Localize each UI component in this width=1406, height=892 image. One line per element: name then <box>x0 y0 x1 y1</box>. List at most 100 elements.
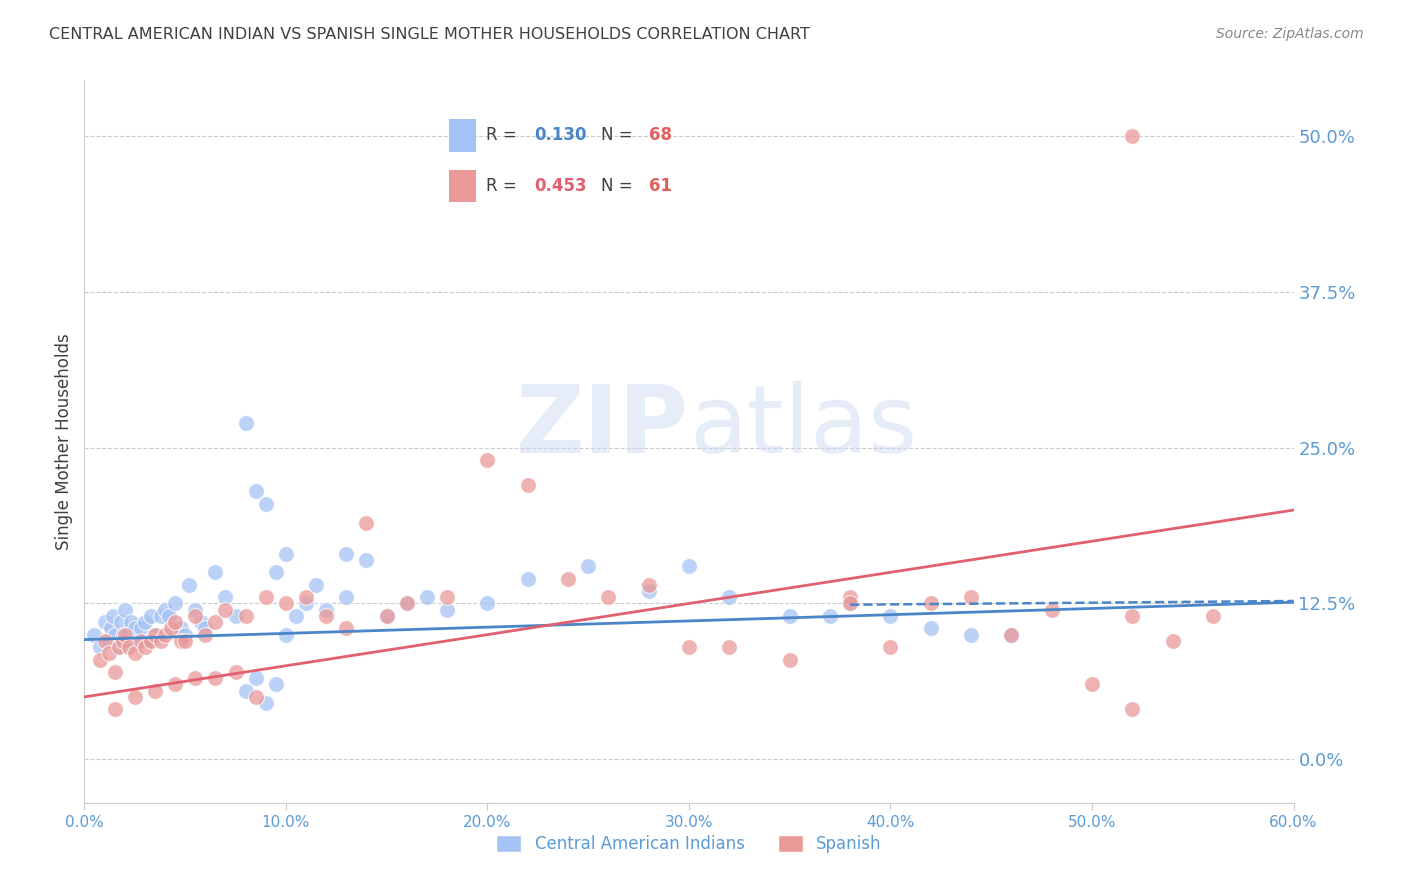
Point <box>204 566 226 580</box>
Point <box>153 603 176 617</box>
Point <box>165 615 187 630</box>
Point <box>598 591 620 605</box>
Point <box>356 516 378 530</box>
Point <box>637 584 659 599</box>
Point <box>149 609 172 624</box>
Point <box>305 578 328 592</box>
Point <box>104 627 127 641</box>
Point <box>335 621 357 635</box>
Point <box>93 615 115 630</box>
Point <box>678 559 700 574</box>
Point <box>477 453 499 467</box>
Point <box>128 633 150 648</box>
Point <box>245 690 267 704</box>
Point <box>839 591 862 605</box>
Point <box>204 615 226 630</box>
Point <box>104 665 127 679</box>
Point <box>274 627 297 641</box>
Point <box>960 591 983 605</box>
Point <box>356 553 378 567</box>
Point <box>194 621 217 635</box>
Point <box>143 627 166 641</box>
Point <box>93 633 115 648</box>
Point <box>124 621 146 635</box>
Point <box>839 597 862 611</box>
Point <box>118 640 141 654</box>
Point <box>576 559 599 574</box>
Point <box>118 633 141 648</box>
Point <box>101 609 124 624</box>
Point <box>134 640 156 654</box>
Point <box>114 603 136 617</box>
Point <box>138 633 160 648</box>
Point <box>179 578 201 592</box>
Point <box>315 603 337 617</box>
Point <box>174 633 197 648</box>
Point <box>718 591 741 605</box>
Point <box>225 665 247 679</box>
Point <box>157 609 180 624</box>
Point <box>204 671 226 685</box>
Point <box>124 646 146 660</box>
Point <box>254 591 277 605</box>
Point <box>285 609 308 624</box>
Point <box>245 671 267 685</box>
Point <box>129 633 152 648</box>
Legend: Central American Indians, Spanish: Central American Indians, Spanish <box>489 828 889 860</box>
Point <box>1202 609 1225 624</box>
Point <box>89 640 111 654</box>
Point <box>416 591 439 605</box>
Point <box>960 627 983 641</box>
Point <box>174 627 197 641</box>
Point <box>139 633 162 648</box>
Point <box>1121 609 1143 624</box>
Point <box>436 591 458 605</box>
Point <box>111 633 134 648</box>
Point <box>274 597 297 611</box>
Point <box>111 627 134 641</box>
Point <box>1121 702 1143 716</box>
Point <box>97 646 120 660</box>
Point <box>879 640 901 654</box>
Point <box>139 609 162 624</box>
Point <box>375 609 398 624</box>
Point <box>89 652 111 666</box>
Point <box>477 597 499 611</box>
Point <box>134 615 156 630</box>
Point <box>190 615 212 630</box>
Point <box>120 615 142 630</box>
Point <box>225 609 247 624</box>
Point <box>184 609 207 624</box>
Point <box>1040 603 1063 617</box>
Point <box>1121 129 1143 144</box>
Point <box>1000 627 1022 641</box>
Point <box>104 702 127 716</box>
Point <box>235 683 257 698</box>
Point <box>170 621 193 635</box>
Point <box>879 609 901 624</box>
Point <box>100 621 122 635</box>
Point <box>920 597 942 611</box>
Text: Source: ZipAtlas.com: Source: ZipAtlas.com <box>1216 27 1364 41</box>
Point <box>779 652 801 666</box>
Point <box>245 484 267 499</box>
Point <box>110 615 132 630</box>
Point <box>295 591 318 605</box>
Point <box>143 627 166 641</box>
Y-axis label: Single Mother Households: Single Mother Households <box>55 334 73 549</box>
Point <box>516 572 538 586</box>
Point <box>274 547 297 561</box>
Point <box>194 627 217 641</box>
Point <box>1000 627 1022 641</box>
Point <box>97 633 120 648</box>
Point <box>295 597 318 611</box>
Point <box>115 627 138 641</box>
Point <box>214 591 236 605</box>
Point <box>557 572 579 586</box>
Point <box>315 609 337 624</box>
Point <box>165 677 187 691</box>
Point <box>170 633 193 648</box>
Point <box>395 597 418 611</box>
Point <box>254 696 277 710</box>
Point <box>184 671 207 685</box>
